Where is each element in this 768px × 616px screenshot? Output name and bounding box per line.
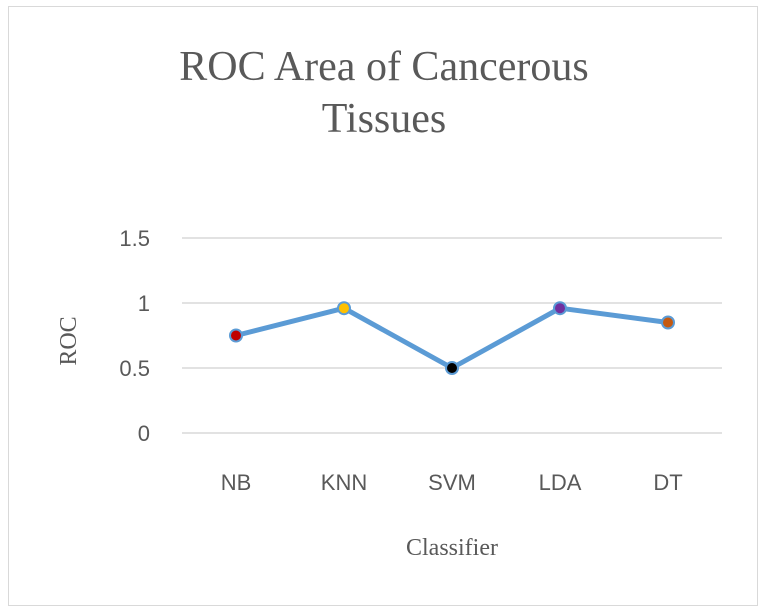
chart-title: ROC Area of Cancerous Tissues [9, 41, 759, 145]
y-axis-label: ROC [56, 316, 82, 365]
x-tick-label: KNN [321, 470, 367, 495]
data-point-lda [553, 301, 567, 316]
gridlines [182, 237, 722, 434]
x-tick-label: DT [653, 470, 682, 495]
chart-title-line-2: Tissues [321, 96, 447, 142]
x-tick-label: NB [221, 470, 252, 495]
x-tick-label: SVM [428, 470, 476, 495]
y-axis-ticks: 0 0.5 1 1.5 [119, 226, 150, 446]
data-point-nb [229, 328, 243, 343]
x-tick-label: LDA [539, 470, 582, 495]
y-tick-label: 1.5 [119, 226, 150, 251]
chart-frame: ROC Area of Cancerous Tissues [8, 6, 758, 606]
y-tick-label: 0 [138, 421, 150, 446]
series-group [229, 301, 675, 375]
data-point-dt [661, 315, 675, 330]
x-axis-label: Classifier [406, 535, 498, 561]
chart-title-line-1: ROC Area of Cancerous [179, 44, 589, 90]
x-axis-ticks: NB KNN SVM LDA DT [221, 470, 683, 495]
series-line [235, 305, 669, 371]
data-point-svm [445, 361, 459, 375]
y-tick-label: 1 [138, 291, 150, 316]
y-tick-label: 0.5 [119, 356, 150, 381]
data-point-knn [337, 301, 351, 316]
